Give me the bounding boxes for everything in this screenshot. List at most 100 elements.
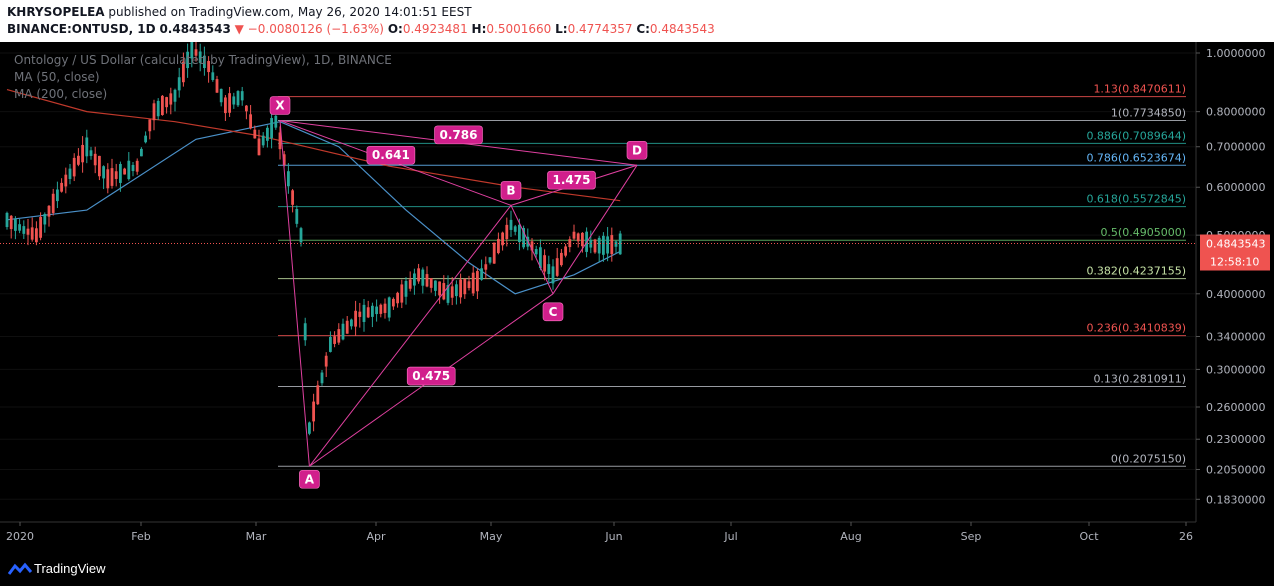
price-chart[interactable]: 1.13(0.8470611) 1(0.7734850) 0.886(0.70896… xyxy=(0,42,1274,555)
candle-body xyxy=(379,304,383,314)
candle-body xyxy=(434,280,437,291)
fib-level-label: 1(0.7734850) xyxy=(1111,106,1186,119)
candle-body xyxy=(576,233,580,242)
time-tick-label: Jun xyxy=(604,530,622,543)
point-a-text: A xyxy=(305,472,315,486)
candle-body xyxy=(413,273,416,286)
candle-body xyxy=(543,255,546,272)
candle-body xyxy=(425,274,429,287)
candle-body xyxy=(316,385,320,405)
candle-body xyxy=(148,119,152,132)
fib-level-label: 0.236(0.3410839) xyxy=(1086,322,1186,335)
candle-body xyxy=(203,55,206,69)
candle-body xyxy=(337,329,341,343)
ratio-ac-text: 0.475 xyxy=(412,369,450,383)
candle-body xyxy=(240,91,244,101)
time-tick-label: Feb xyxy=(131,530,150,543)
ma-line xyxy=(6,121,621,295)
publish-header: KHRYSOPELEA published on TradingView.com… xyxy=(0,0,1274,42)
candle-body xyxy=(400,284,404,303)
candle-body xyxy=(257,138,261,156)
candle-body xyxy=(492,242,496,264)
candle-body xyxy=(467,281,471,289)
candle-body xyxy=(119,163,122,183)
candle-body xyxy=(35,228,38,243)
candle-body xyxy=(463,278,467,295)
candle-body xyxy=(182,61,185,83)
candle-body xyxy=(539,247,542,269)
candle-body xyxy=(387,297,391,318)
candle-body xyxy=(518,224,521,243)
candle-body xyxy=(501,232,504,246)
candle-body xyxy=(219,88,223,103)
candle-body xyxy=(371,305,374,317)
author-name[interactable]: KHRYSOPELEA xyxy=(7,5,105,19)
candle-body xyxy=(144,135,147,143)
fib-level-label: 0.382(0.4237155) xyxy=(1086,265,1186,278)
candle-body xyxy=(408,279,412,289)
candle-body xyxy=(207,60,210,73)
candle-body xyxy=(568,239,572,248)
candle-body xyxy=(484,264,488,270)
candle-body xyxy=(39,216,42,238)
candle-body xyxy=(68,168,72,179)
candle-body xyxy=(56,189,59,202)
candle-body xyxy=(18,224,21,231)
candle-body xyxy=(362,304,366,322)
candle-body xyxy=(522,227,525,248)
fib-level-label: 0.786(0.6523674) xyxy=(1086,151,1186,164)
candle-body xyxy=(249,114,252,129)
chart-legend: Ontology / US Dollar (calculated by Trad… xyxy=(14,53,392,101)
candle-body xyxy=(320,372,324,384)
candle-body xyxy=(450,286,454,298)
candle-body xyxy=(429,278,433,288)
ratio-xd: 0.786 xyxy=(434,125,483,145)
harmonic-pattern[interactable]: X A B C D 0.786 0.641 1.475 0.475 xyxy=(269,96,648,489)
candle-body xyxy=(606,236,609,254)
candle-body xyxy=(597,237,601,254)
candle-body xyxy=(509,219,513,230)
ratio-xb: 0.641 xyxy=(366,145,416,165)
candle-body xyxy=(299,228,303,243)
point-d-bg xyxy=(626,140,648,160)
symbol-line: BINANCE:ONTUSD, 1D 0.4843543 ▼ −0.008012… xyxy=(7,22,715,36)
candle-body xyxy=(345,320,349,334)
candle-body xyxy=(476,271,479,292)
price-tick-label: 1.0000000 xyxy=(1206,47,1266,60)
fib-level-label: 0.618(0.5572845) xyxy=(1086,193,1186,206)
fib-level-label: 1.13(0.8470611) xyxy=(1093,83,1186,96)
candle-body xyxy=(421,269,425,286)
candle-body xyxy=(198,51,202,63)
candle-body xyxy=(555,258,559,276)
candle-body xyxy=(270,118,273,139)
candle-body xyxy=(173,89,177,102)
ratio-bd-bg xyxy=(547,170,596,190)
point-x-text: X xyxy=(275,98,285,112)
candle-body xyxy=(505,224,509,240)
symbol-label: BINANCE:ONTUSD, 1D xyxy=(7,22,156,36)
last-price-box xyxy=(1200,234,1270,271)
candle-body xyxy=(22,226,26,234)
price-axis[interactable]: 1.00000000.80000000.70000000.60000000.50… xyxy=(1195,42,1274,522)
candle-body xyxy=(194,49,198,56)
open-value: 0.4923481 xyxy=(402,22,468,36)
candle-body xyxy=(560,252,563,266)
time-axis[interactable]: 2020 Feb Mar Apr May Jun Jul Aug Sep Oct 26 xyxy=(0,521,1196,543)
candle-body xyxy=(266,127,269,141)
candle-body xyxy=(123,168,126,175)
candle-body xyxy=(102,166,105,179)
candle-body xyxy=(161,95,164,116)
candle-body xyxy=(177,77,181,91)
legend-title: Ontology / US Dollar (calculated by Trad… xyxy=(14,53,392,67)
candle-body xyxy=(236,91,240,106)
candle-body xyxy=(30,227,34,240)
candle-body xyxy=(186,51,189,69)
candle-body xyxy=(572,231,576,239)
candle-body xyxy=(602,235,605,255)
time-tick-label: Sep xyxy=(961,530,982,543)
price-tick-label: 0.7000000 xyxy=(1206,141,1266,154)
tradingview-brand[interactable]: TradingView xyxy=(34,561,106,576)
candle-body xyxy=(442,283,446,300)
fibonacci-retracement[interactable]: 1.13(0.8470611) 1(0.7734850) 0.886(0.70896… xyxy=(278,83,1186,467)
candle-body xyxy=(72,157,76,177)
